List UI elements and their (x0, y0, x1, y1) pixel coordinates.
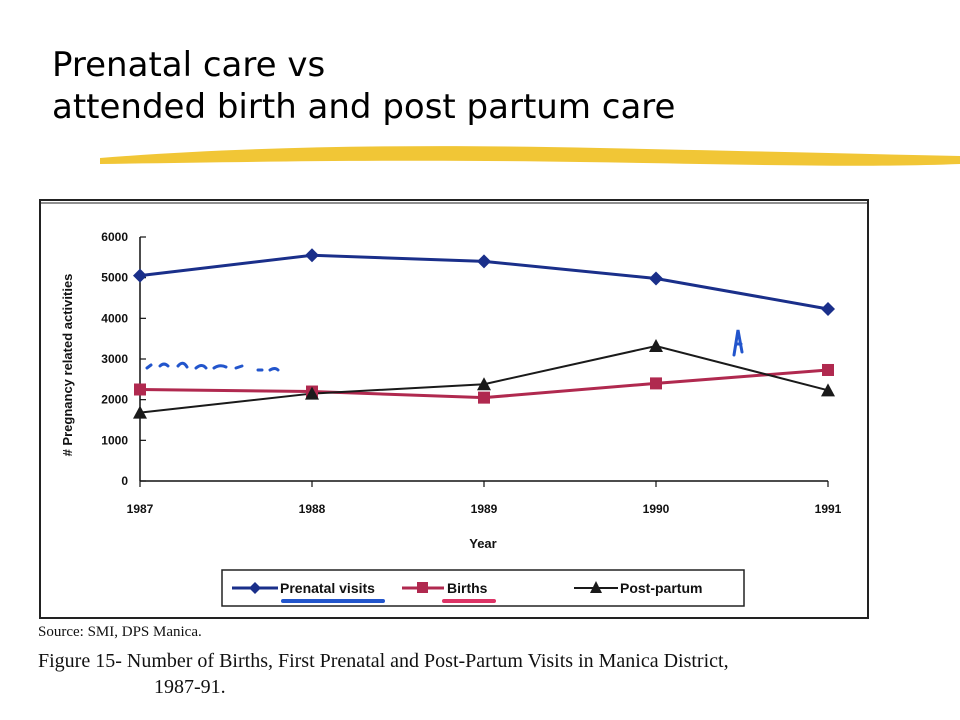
x-axis-ticks: 1987 1988 1989 1990 1991 (127, 481, 842, 516)
y-tick-label: 3000 (101, 352, 128, 366)
data-point-post-partum (477, 377, 491, 391)
x-axis-title: Year (469, 536, 496, 551)
y-axis-title: # Pregnancy related activities (60, 274, 75, 457)
data-point-prenatal-visits (133, 268, 147, 283)
data-point-births (650, 377, 662, 390)
x-tick-label: 1991 (815, 502, 842, 516)
chart-axes (139, 237, 828, 482)
legend-marker-births (417, 582, 428, 593)
y-tick-label: 4000 (101, 311, 128, 325)
data-point-births (134, 383, 146, 396)
data-point-post-partum (649, 338, 663, 352)
slide-title: Prenatal care vs attended birth and post… (52, 44, 675, 128)
y-tick-label: 1000 (101, 433, 128, 447)
x-tick-label: 1989 (471, 502, 498, 516)
x-tick-label: 1987 (127, 502, 154, 516)
data-point-prenatal-visits (821, 301, 835, 316)
y-tick-label: 6000 (101, 230, 128, 244)
legend-label-postpartum: Post-partum (620, 580, 702, 596)
x-tick-label: 1990 (643, 502, 670, 516)
x-tick-label: 1988 (299, 502, 326, 516)
data-point-births (822, 363, 834, 376)
caption-years: 1987-91. (154, 676, 226, 698)
y-tick-label: 5000 (101, 271, 128, 285)
legend-label-births: Births (447, 580, 488, 596)
chart-frame (39, 199, 869, 619)
legend-label-prenatal: Prenatal visits (280, 580, 375, 596)
slide-title-line1: Prenatal care vs (52, 45, 326, 85)
series-markers (133, 248, 835, 419)
legend-marker-prenatal (249, 582, 261, 594)
caption-figure: Figure 15- Number of Births, First Prena… (38, 650, 729, 672)
title-underline-brushstroke (100, 146, 960, 166)
data-point-prenatal-visits (649, 271, 663, 286)
legend-marker-postpartum (590, 581, 602, 593)
y-axis-ticks: 0 1000 2000 3000 4000 5000 6000 (101, 230, 146, 488)
data-point-prenatal-visits (305, 248, 319, 263)
y-tick-label: 0 (121, 474, 128, 488)
caption-source: Source: SMI, DPS Manica. (38, 624, 202, 640)
data-point-post-partum (133, 405, 147, 419)
handwritten-annotations (145, 329, 744, 372)
y-tick-label: 2000 (101, 393, 128, 407)
slide-title-line2: attended birth and post partum care (52, 87, 676, 127)
data-point-post-partum (821, 383, 835, 397)
data-point-post-partum (305, 386, 319, 400)
legend: Prenatal visits Births Post-partum (232, 580, 702, 603)
data-point-births (478, 391, 490, 404)
handwritten-blue-arrow (732, 329, 744, 357)
handwritten-blue-scribble (145, 361, 280, 372)
data-point-prenatal-visits (477, 254, 491, 269)
